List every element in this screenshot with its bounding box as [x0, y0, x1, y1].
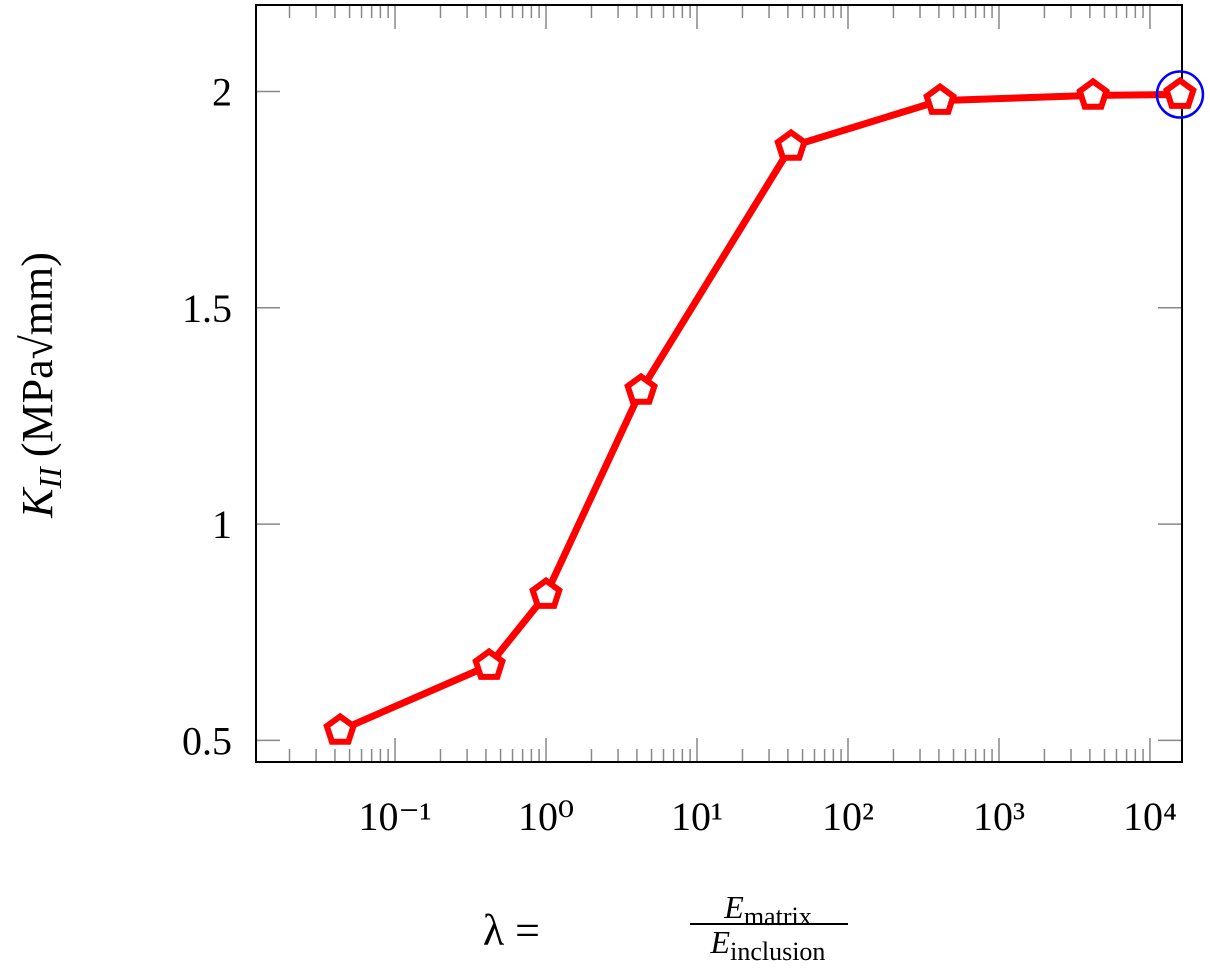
x-label-den-sub: inclusion [730, 937, 825, 966]
x-tick-label: 10² [822, 794, 874, 839]
y-label-unit: (MPa√mm) [13, 252, 62, 457]
x-label-numerator: Ematrix [723, 889, 811, 931]
x-tick-label: 10³ [973, 794, 1025, 839]
y-label-sub: II [32, 466, 68, 490]
y-tick-label: 2 [212, 70, 232, 115]
plot-frame [255, 4, 1183, 763]
marker [1076, 77, 1110, 110]
x-label-num-symbol: E [723, 889, 744, 925]
marker [1163, 76, 1197, 109]
y-tick-label: 0.5 [182, 718, 232, 763]
x-tick-label: 10¹ [671, 794, 723, 839]
marker [624, 372, 658, 405]
highlight-circle [1155, 70, 1205, 119]
y-label: KII (MPa√mm) [13, 252, 68, 519]
marker [529, 576, 563, 609]
y-tick-label: 1.5 [182, 286, 232, 331]
x-label-num-sub: matrix [744, 902, 812, 931]
marker [472, 647, 506, 680]
marker [323, 712, 358, 745]
x-tick-label: 10⁰ [518, 794, 574, 839]
y-tick-label: 1 [212, 502, 232, 547]
y-label-symbol: K [13, 486, 62, 519]
x-tick-label: 10⁴ [1123, 794, 1177, 839]
x-label-denominator: Einclusion [710, 924, 826, 966]
marker [923, 82, 957, 115]
x-label-den-symbol: E [710, 924, 731, 960]
x-tick-label: 10⁻¹ [358, 794, 431, 839]
series-line [338, 91, 1181, 734]
marker [774, 128, 808, 161]
x-label-lhs: λ = [483, 906, 540, 955]
